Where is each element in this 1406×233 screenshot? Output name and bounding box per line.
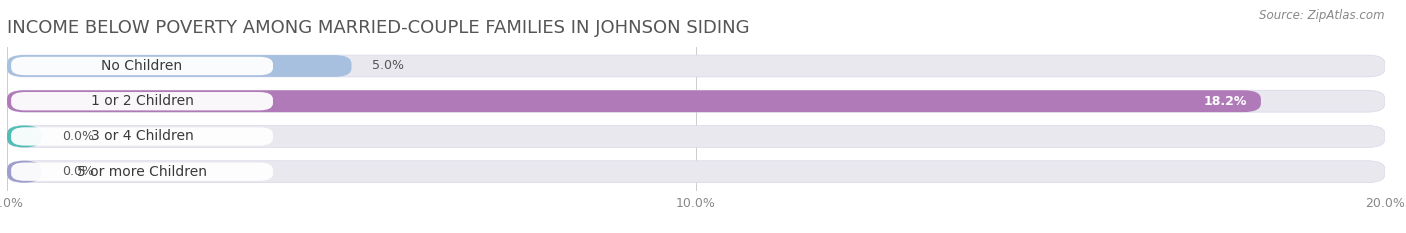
Text: 18.2%: 18.2% bbox=[1204, 95, 1247, 108]
FancyBboxPatch shape bbox=[11, 127, 273, 146]
FancyBboxPatch shape bbox=[7, 90, 1385, 112]
Text: 0.0%: 0.0% bbox=[62, 165, 94, 178]
Text: 5 or more Children: 5 or more Children bbox=[77, 165, 207, 179]
FancyBboxPatch shape bbox=[7, 161, 42, 183]
Text: 0.0%: 0.0% bbox=[62, 130, 94, 143]
FancyBboxPatch shape bbox=[11, 92, 273, 110]
Text: 5.0%: 5.0% bbox=[373, 59, 404, 72]
FancyBboxPatch shape bbox=[7, 90, 1261, 112]
Text: 3 or 4 Children: 3 or 4 Children bbox=[91, 130, 194, 144]
FancyBboxPatch shape bbox=[7, 126, 1385, 147]
Text: No Children: No Children bbox=[101, 59, 183, 73]
Text: Source: ZipAtlas.com: Source: ZipAtlas.com bbox=[1260, 9, 1385, 22]
FancyBboxPatch shape bbox=[7, 161, 1385, 183]
Text: 1 or 2 Children: 1 or 2 Children bbox=[90, 94, 194, 108]
FancyBboxPatch shape bbox=[11, 57, 273, 75]
FancyBboxPatch shape bbox=[7, 55, 351, 77]
FancyBboxPatch shape bbox=[11, 163, 273, 181]
Text: INCOME BELOW POVERTY AMONG MARRIED-COUPLE FAMILIES IN JOHNSON SIDING: INCOME BELOW POVERTY AMONG MARRIED-COUPL… bbox=[7, 19, 749, 37]
FancyBboxPatch shape bbox=[7, 55, 1385, 77]
FancyBboxPatch shape bbox=[7, 126, 42, 147]
